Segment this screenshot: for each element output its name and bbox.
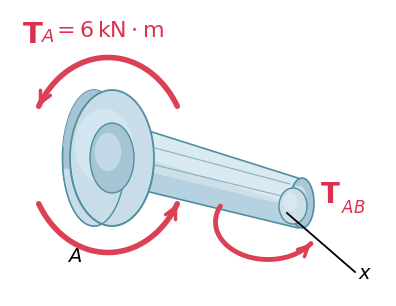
Polygon shape (133, 126, 298, 206)
Ellipse shape (70, 90, 154, 226)
Ellipse shape (283, 193, 297, 211)
Polygon shape (133, 168, 298, 228)
Ellipse shape (63, 90, 126, 226)
Text: $= 6\,\mathrm{kN \cdot m}$: $= 6\,\mathrm{kN \cdot m}$ (52, 20, 164, 42)
Text: $\mathit{A}$: $\mathit{A}$ (41, 28, 55, 46)
Text: $\mathbf{T}$: $\mathbf{T}$ (22, 20, 44, 49)
Text: $\mathit{x}$: $\mathit{x}$ (358, 265, 372, 283)
Ellipse shape (95, 133, 121, 171)
Ellipse shape (292, 185, 306, 211)
Ellipse shape (290, 178, 314, 228)
Polygon shape (133, 126, 298, 228)
Text: $\mathbf{T}$: $\mathbf{T}$ (320, 181, 341, 208)
Polygon shape (63, 90, 154, 147)
Polygon shape (63, 169, 154, 226)
Ellipse shape (90, 123, 134, 193)
Text: $\mathit{A}$: $\mathit{A}$ (67, 248, 82, 266)
Text: $\mathit{AB}$: $\mathit{AB}$ (341, 200, 366, 217)
Ellipse shape (279, 188, 307, 224)
Ellipse shape (74, 109, 133, 183)
